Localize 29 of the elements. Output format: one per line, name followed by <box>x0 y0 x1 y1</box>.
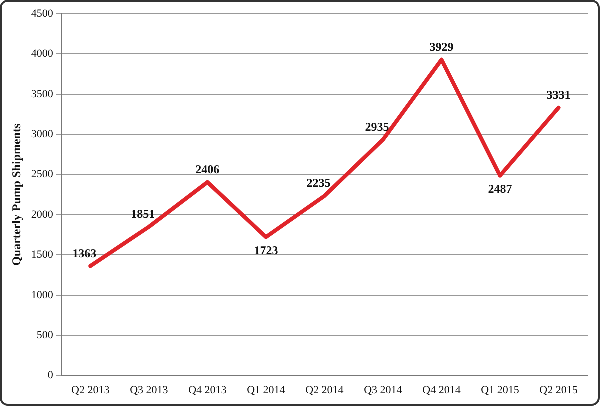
y-tick-label: 500 <box>36 329 54 342</box>
x-tick-label: Q3 2014 <box>364 384 403 396</box>
data-label: 3929 <box>430 40 454 54</box>
y-tick-label: 3000 <box>31 128 54 140</box>
data-label: 3331 <box>546 88 571 102</box>
y-tick-label: 0 <box>48 370 54 382</box>
y-tick-label: 1500 <box>31 249 54 262</box>
data-label: 1851 <box>131 207 156 222</box>
y-tick-label: 2000 <box>31 208 54 221</box>
x-tick-label: Q4 2014 <box>422 384 462 396</box>
y-axis-title: Quarterly Pump Shipments <box>9 124 24 266</box>
x-tick-label: Q1 2014 <box>247 384 286 396</box>
data-label: 2935 <box>365 120 390 134</box>
y-tick-label: 2500 <box>31 168 54 181</box>
data-label: 2406 <box>196 162 220 176</box>
x-tick-label: Q2 2013 <box>72 384 110 396</box>
y-tick-label: 4500 <box>31 8 54 20</box>
y-tick-label: 1000 <box>31 289 54 302</box>
data-label: 1723 <box>254 243 278 258</box>
x-tick-label: Q2 2015 <box>540 384 578 396</box>
y-tick-label: 4000 <box>31 48 54 60</box>
y-tick-label: 3500 <box>31 88 54 100</box>
x-tick-label: Q2 2014 <box>306 384 344 396</box>
data-label: 2487 <box>488 182 512 196</box>
x-tick-label: Q1 2015 <box>481 384 520 396</box>
data-label: 1363 <box>72 246 97 260</box>
data-label: 2235 <box>306 176 331 190</box>
x-tick-label: Q3 2013 <box>130 384 169 396</box>
x-tick-label: Q4 2013 <box>188 384 228 396</box>
